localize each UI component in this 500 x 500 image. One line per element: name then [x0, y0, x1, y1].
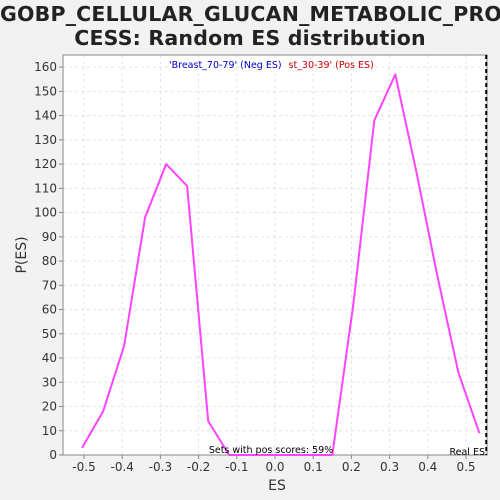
x-tick-label: 0.3	[380, 460, 399, 474]
chart-title-line-2: CESS: Random ES distribution	[74, 26, 426, 50]
y-tick-label: 110	[34, 181, 57, 195]
annotations: 'Breast_30-39' (Pos ES)'Breast_70-79' (N…	[169, 59, 485, 458]
x-tick-label: -0.5	[72, 460, 95, 474]
x-tick-label: 0.5	[456, 460, 475, 474]
y-tick-label: 90	[42, 230, 57, 244]
pos-scores-label: Sets with pos scores: 59%	[209, 445, 333, 456]
real-es-label: Real ES	[449, 447, 485, 458]
es-distribution-line	[81, 73, 481, 456]
x-tick-label: -0.4	[110, 460, 133, 474]
label-overlap-cover	[262, 59, 288, 71]
y-tick-label: 0	[49, 448, 57, 462]
y-tick-label: 50	[42, 327, 57, 341]
x-axis-label: ES	[268, 478, 286, 494]
y-tick-label: 160	[34, 60, 57, 74]
x-tick-label: -0.1	[225, 460, 248, 474]
x-tick-label: 0.4	[418, 460, 437, 474]
y-tick-label: 40	[42, 351, 57, 365]
chart-title: GOBP_CELLULAR_GLUCAN_METABOLIC_PRO CESS:…	[0, 2, 500, 50]
y-tick-label: 100	[34, 206, 57, 220]
x-tick-label: 0.1	[304, 460, 323, 474]
neg-es-label: 'Breast_70-79' (Neg ES)	[169, 60, 282, 71]
y-tick-label: 70	[42, 278, 57, 292]
y-tick-label: 30	[42, 375, 57, 389]
y-tick-label: 130	[34, 133, 57, 147]
x-tick-label: -0.3	[149, 460, 172, 474]
y-tick-label: 20	[42, 400, 57, 414]
y-tick-label: 140	[34, 109, 57, 123]
pos-es-label: 'Breast_30-39' (Pos ES)	[264, 60, 374, 71]
y-tick-label: 60	[42, 303, 57, 317]
y-tick-label: 80	[42, 254, 57, 268]
x-tick-label: -0.2	[187, 460, 210, 474]
x-tick-label: 0.2	[342, 460, 361, 474]
y-tick-label: 10	[42, 424, 57, 438]
grid	[63, 55, 487, 455]
series	[81, 55, 488, 456]
y-tick-label: 150	[34, 84, 57, 98]
chart-title-line-1: GOBP_CELLULAR_GLUCAN_METABOLIC_PRO	[0, 2, 500, 26]
y-tick-label: 120	[34, 157, 57, 171]
x-tick-label: 0.0	[265, 460, 284, 474]
y-axis-label: P(ES)	[14, 236, 30, 273]
